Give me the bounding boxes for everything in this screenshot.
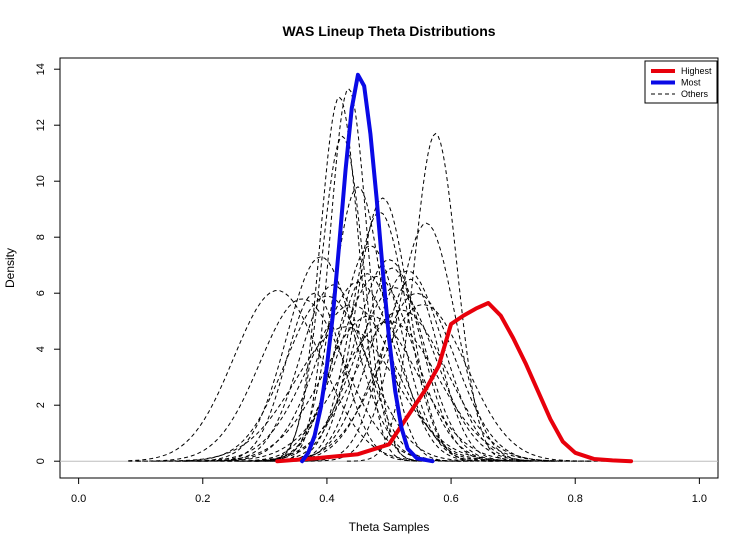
others-line [136,326,555,462]
others-line [174,315,566,462]
others-curves [128,88,606,462]
chart-title: WAS Lineup Theta Distributions [282,23,495,39]
others-line [197,292,432,462]
others-line [248,259,530,462]
y-tick-label: 8 [35,234,47,240]
y-tick-label: 4 [35,346,47,352]
x-tick-label: 0.4 [319,493,334,505]
y-tick-label: 6 [35,290,47,296]
x-axis-label: Theta Samples [349,520,430,534]
others-line [196,281,520,462]
others-line [303,222,549,462]
legend-label-highest: Highest [681,66,712,76]
y-axis-label: Density [3,248,17,288]
legend-label-most: Most [681,78,701,88]
others-line [258,96,421,462]
x-tick-label: 0.0 [71,493,86,505]
y-tick-label: 12 [35,119,47,131]
others-line [128,298,480,462]
others-line [270,88,427,462]
series-line-most [300,72,435,464]
plot-frame [59,57,719,479]
axes: 0.0 0.2 0.4 0.6 0.8 1.0 0 2 4 6 8 10 12 14 [35,57,719,505]
legend-label-others: Others [681,89,709,99]
others-line [253,186,463,462]
y-tick-label: 14 [35,63,47,75]
others-line [253,135,432,462]
x-tick-label: 0.8 [568,493,583,505]
y-tick-label: 10 [35,175,47,187]
x-tick-label: 0.2 [195,493,210,505]
highlight-curves [275,72,634,464]
others-line [228,287,563,462]
others-line [177,256,465,462]
others-line [128,290,460,462]
others-line [346,132,525,462]
others-line [213,309,590,462]
others-line [293,278,529,462]
series-line-highest [275,301,634,464]
y-tick-label: 0 [35,458,47,464]
others-line [236,273,498,462]
y-tick-label: 2 [35,402,47,408]
x-tick-label: 0.6 [443,493,458,505]
x-tick-label: 1.0 [692,493,707,505]
others-line [154,295,500,462]
